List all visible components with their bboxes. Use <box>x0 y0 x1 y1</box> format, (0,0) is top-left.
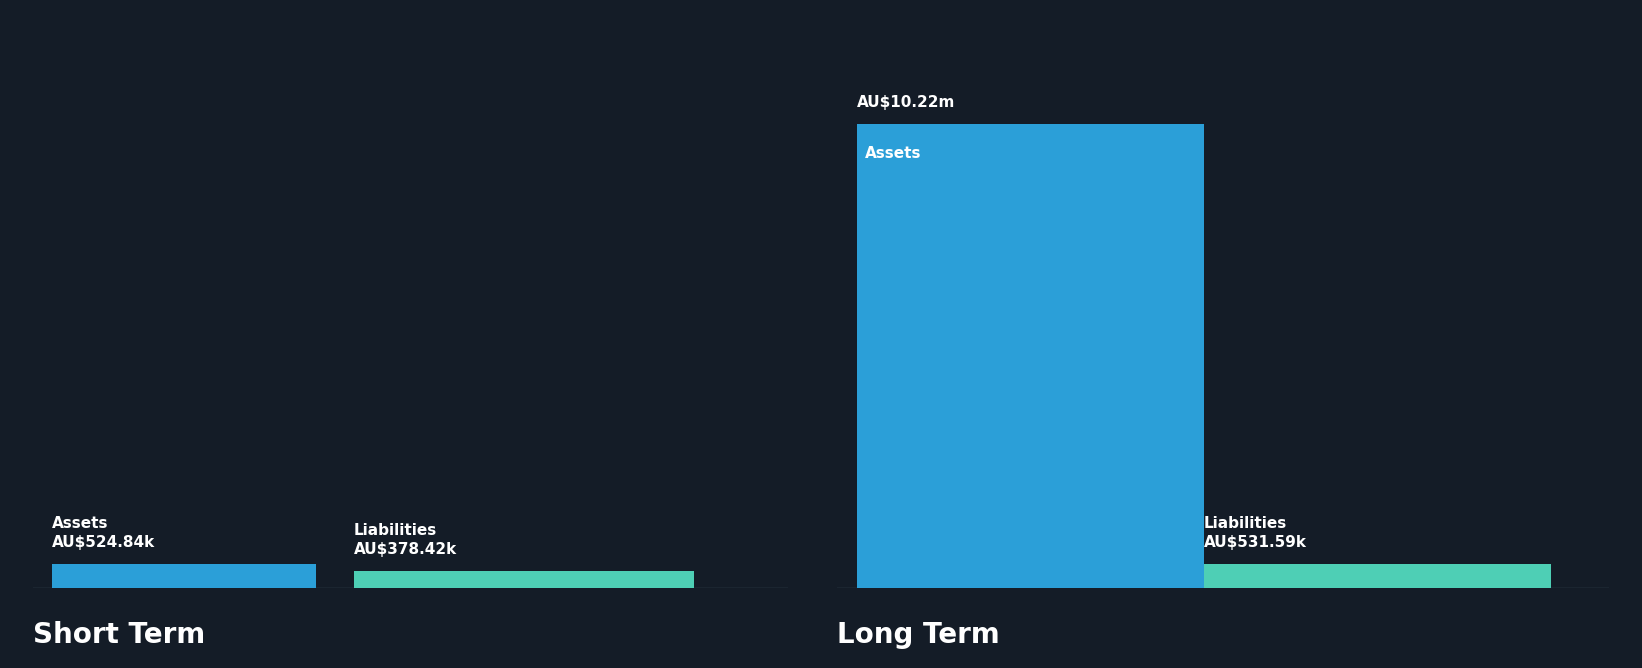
Bar <box>1204 564 1552 588</box>
Text: Short Term: Short Term <box>33 621 205 649</box>
Text: AU$524.84k: AU$524.84k <box>53 535 154 550</box>
Bar <box>355 570 695 588</box>
Text: AU$10.22m: AU$10.22m <box>857 95 956 110</box>
Text: Long Term: Long Term <box>837 621 1000 649</box>
Text: AU$531.59k: AU$531.59k <box>1204 535 1307 550</box>
Text: Liabilities: Liabilities <box>355 523 437 538</box>
Bar <box>857 124 1204 588</box>
Bar <box>53 564 317 588</box>
Text: Liabilities: Liabilities <box>1204 516 1287 531</box>
Text: AU$378.42k: AU$378.42k <box>355 542 456 557</box>
Text: Assets: Assets <box>864 146 921 160</box>
Text: Assets: Assets <box>53 516 108 531</box>
